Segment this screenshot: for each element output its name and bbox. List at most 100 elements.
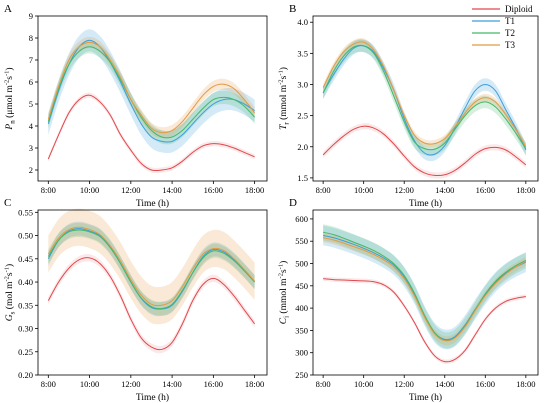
y-axis-label: Tr (mmol m-2s-1) (278, 67, 291, 130)
series-line-t2 (47, 46, 255, 139)
series-line-diploid (47, 257, 256, 351)
y-tick-label: 350 (295, 325, 308, 335)
y-tick-label: 600 (295, 214, 308, 224)
y-tick-label: 0.45 (18, 254, 33, 264)
y-tick-label: 8 (29, 33, 33, 43)
series-line-diploid (47, 94, 255, 172)
band-t3 (323, 38, 526, 151)
plot-frame (312, 15, 539, 182)
band-diploid (323, 276, 526, 365)
y-tick-label: 6 (29, 77, 33, 87)
y-tick-label: 0.20 (18, 370, 33, 380)
band-t1 (48, 29, 255, 154)
x-tick-label: 8:00 (316, 379, 331, 389)
y-tick-label: 0.35 (18, 300, 33, 310)
x-tick-label: 10:00 (354, 379, 373, 389)
panel-letter: C (4, 197, 11, 209)
series-line-t1 (322, 45, 527, 156)
band-t2 (323, 39, 526, 157)
band-t2 (323, 224, 526, 349)
series-line-t3 (323, 237, 527, 342)
y-tick-label: 0.55 (18, 207, 33, 217)
x-tick-label: 14:00 (162, 379, 181, 389)
panel-d: 8:00 10:00 12:00 14:00 16:00 18:00 250 300 350 40… (278, 197, 539, 403)
x-tick-label: 18:00 (516, 379, 535, 389)
y-tick-label: 3 (29, 143, 33, 153)
series-line-t2 (47, 229, 255, 310)
x-tick-label: 8:00 (41, 185, 56, 195)
y-axis-label: Ci (mmol m-2s-1) (278, 261, 291, 325)
x-tick-label: 8:00 (41, 379, 56, 389)
x-tick-label: 16:00 (476, 379, 495, 389)
series-line-t3 (47, 41, 256, 134)
series-line-t1 (47, 228, 255, 310)
plot-frame (37, 209, 268, 376)
x-tick-label: 12:00 (395, 379, 414, 389)
series-line-diploid (323, 278, 526, 363)
y-tick-label: 9 (29, 11, 33, 21)
band-t1 (323, 225, 526, 350)
y-tick-label: 400 (295, 303, 308, 313)
y-tick-label: 0.40 (18, 277, 33, 287)
legend-label-diploid: Diploid (505, 4, 533, 14)
series-line-t3 (47, 226, 255, 307)
y-tick-label: 250 (295, 370, 308, 380)
band-diploid (323, 123, 526, 179)
y-tick-label: 4.0 (297, 17, 308, 27)
x-tick-label: 16:00 (476, 185, 495, 195)
y-tick-label: 2.5 (297, 111, 308, 121)
x-tick-label: 16:00 (204, 379, 223, 389)
panel-c: 8:00 10:00 12:00 14:00 16:00 18:00 0.20 0.25 0.3… (4, 197, 268, 403)
band-t3 (48, 208, 255, 325)
panel-a: 8:00 10:00 12:00 14:00 16:00 18:00 2 3 4 5 6 7 8 9 Tim… (4, 3, 268, 209)
series-line-t2 (322, 44, 527, 151)
x-tick-label: 18:00 (245, 379, 264, 389)
y-tick-label: 7 (29, 55, 33, 65)
panel-b: 8:00 10:00 12:00 14:00 16:00 18:00 1.5 2.0 2.5 3.… (278, 3, 539, 209)
series-line-t2 (323, 231, 527, 341)
legend-label-t3: T3 (505, 40, 515, 50)
x-tick-label: 12:00 (121, 185, 140, 195)
x-axis-label: Time (h) (136, 392, 169, 403)
y-tick-label: 450 (295, 281, 308, 291)
x-tick-label: 12:00 (395, 185, 414, 195)
y-axis-label: Pn (μmol m-2s-1) (4, 67, 17, 130)
plot-frame (37, 15, 268, 182)
x-tick-label: 8:00 (316, 185, 331, 195)
x-tick-label: 16:00 (204, 185, 223, 195)
x-tick-label: 10:00 (80, 185, 99, 195)
y-tick-label: 0.25 (18, 347, 33, 357)
y-tick-label: 5 (29, 99, 33, 109)
y-tick-label: 1.5 (297, 173, 308, 183)
y-tick-label: 500 (295, 259, 308, 269)
series-line-t3 (322, 41, 527, 148)
y-axis-label: Gs (mol m-2s-1) (4, 264, 17, 321)
x-axis-label: Time (h) (409, 198, 442, 209)
band-t3 (323, 233, 526, 346)
x-tick-label: 18:00 (516, 185, 535, 195)
band-t3 (48, 36, 255, 139)
series-line-t1 (47, 39, 255, 143)
legend-label-t2: T2 (505, 28, 515, 38)
legend-label-t1: T1 (505, 16, 515, 26)
y-tick-label: 3.5 (297, 48, 308, 58)
x-tick-label: 14:00 (435, 185, 454, 195)
y-tick-label: 0.50 (18, 231, 33, 241)
y-tick-label: 4 (29, 121, 34, 131)
x-axis-label: Time (h) (136, 198, 169, 209)
y-tick-label: 300 (295, 348, 308, 358)
y-tick-label: 550 (295, 236, 308, 246)
x-tick-label: 12:00 (121, 379, 140, 389)
legend: Diploid T1 T2 T3 (472, 4, 533, 50)
plot-frame (312, 209, 539, 376)
panel-letter: D (289, 197, 297, 209)
y-tick-label: 2 (29, 165, 33, 175)
x-tick-label: 18:00 (245, 185, 264, 195)
x-axis-label: Time (h) (409, 392, 442, 403)
x-tick-label: 14:00 (435, 379, 454, 389)
series-line-diploid (322, 125, 527, 177)
x-tick-label: 10:00 (80, 379, 99, 389)
panel-letter: B (289, 3, 296, 15)
panel-letter: A (4, 3, 12, 15)
